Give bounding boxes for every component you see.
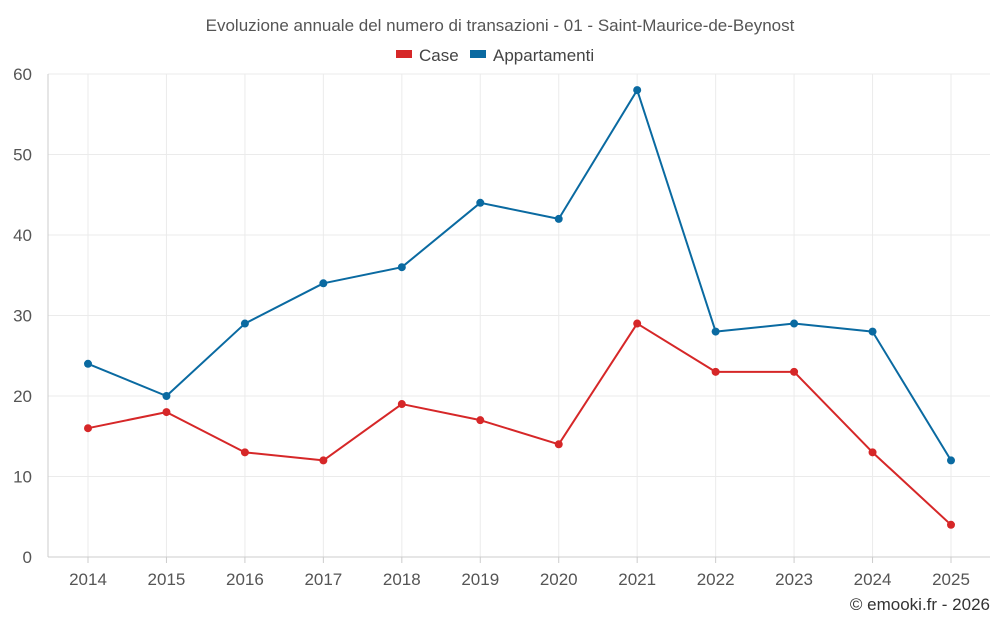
y-tick-label: 20 <box>13 387 32 406</box>
data-point-appartamenti[interactable] <box>240 319 249 328</box>
data-point-case[interactable] <box>162 408 171 417</box>
data-point-appartamenti[interactable] <box>711 327 720 336</box>
x-tick-label: 2018 <box>383 570 421 589</box>
x-tick-label: 2015 <box>148 570 186 589</box>
data-point-appartamenti[interactable] <box>633 86 642 95</box>
axes <box>47 74 990 563</box>
data-point-appartamenti[interactable] <box>397 263 406 272</box>
data-point-case[interactable] <box>476 416 485 425</box>
data-point-case[interactable] <box>84 424 92 433</box>
chart-title: Evoluzione annuale del numero di transaz… <box>206 16 795 35</box>
data-point-case[interactable] <box>240 448 249 457</box>
data-point-case[interactable] <box>397 400 406 409</box>
data-point-case[interactable] <box>947 520 955 529</box>
data-point-appartamenti[interactable] <box>790 319 799 328</box>
legend-item-case[interactable]: Case <box>396 46 459 65</box>
data-point-appartamenti[interactable] <box>84 359 92 368</box>
x-tick-label: 2022 <box>697 570 735 589</box>
series-points <box>84 86 955 529</box>
y-tick-label: 30 <box>13 307 32 326</box>
data-point-case[interactable] <box>319 456 328 465</box>
credit-text: © emooki.fr - 2026 <box>850 595 990 614</box>
series-lines <box>87 89 952 526</box>
y-axis-ticks: 0 10 20 30 40 50 60 <box>13 65 32 567</box>
series-line-appartamenti <box>87 89 952 461</box>
data-point-appartamenti[interactable] <box>868 327 877 336</box>
legend-swatch-appartamenti <box>470 50 486 58</box>
x-axis-ticks: 2014 2015 2016 2017 2018 2019 2020 2021 2022 2023… <box>69 570 970 589</box>
y-tick-label: 50 <box>13 146 32 165</box>
legend-item-appartamenti[interactable]: Appartamenti <box>470 46 594 65</box>
x-tick-label: 2016 <box>226 570 264 589</box>
x-tick-label: 2017 <box>304 570 342 589</box>
x-tick-label: 2019 <box>461 570 499 589</box>
legend: Case Appartamenti <box>396 46 594 65</box>
data-point-case[interactable] <box>868 448 877 457</box>
data-point-case[interactable] <box>633 319 642 328</box>
legend-swatch-case <box>396 50 412 58</box>
legend-label-appartamenti: Appartamenti <box>493 46 594 65</box>
data-point-case[interactable] <box>711 367 720 376</box>
data-point-appartamenti[interactable] <box>554 214 563 223</box>
x-tick-label: 2014 <box>69 570 107 589</box>
x-tick-label: 2023 <box>775 570 813 589</box>
data-point-appartamenti[interactable] <box>162 392 171 400</box>
x-tick-label: 2020 <box>540 570 578 589</box>
legend-label-case: Case <box>419 46 459 65</box>
x-tick-label: 2024 <box>854 570 892 589</box>
y-tick-label: 40 <box>13 226 32 245</box>
data-point-case[interactable] <box>554 440 563 449</box>
data-point-appartamenti[interactable] <box>476 198 485 207</box>
y-tick-label: 0 <box>23 548 32 567</box>
series-line-case <box>87 322 952 526</box>
data-point-appartamenti[interactable] <box>947 456 955 465</box>
y-tick-label: 60 <box>13 65 32 84</box>
x-tick-label: 2021 <box>618 570 656 589</box>
y-tick-label: 10 <box>13 468 32 487</box>
x-tick-label: 2025 <box>932 570 970 589</box>
grid <box>48 73 990 557</box>
data-point-appartamenti[interactable] <box>319 279 328 288</box>
data-point-case[interactable] <box>790 367 799 376</box>
